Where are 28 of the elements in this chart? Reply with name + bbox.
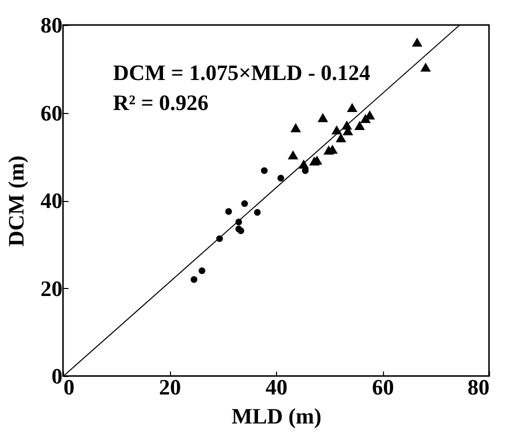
annotation: R² = 0.926 [113,90,209,115]
point [260,167,268,174]
point [412,38,422,47]
point [288,150,298,160]
point [277,174,284,182]
x-tick-label: 40 [266,374,288,400]
point [190,276,198,283]
point [254,209,261,216]
y-tick-label: 80 [40,12,62,38]
point [225,208,232,215]
point [238,227,244,234]
x-tick-label: 20 [159,374,181,400]
y-tick-label: 20 [40,276,62,301]
point [318,113,328,122]
y-tick-label: 60 [40,100,62,126]
point [354,120,365,130]
x-axis-title: MLD (m) [232,404,322,428]
point [420,62,431,72]
y-axis-title: DCM (m) [4,155,28,247]
annotation: DCM = 1.075×MLD - 0.124 [113,60,370,85]
x-tick-label: 60 [372,374,394,400]
point [290,123,301,132]
point [336,133,346,142]
y-tick-label: 40 [40,188,62,213]
point [198,267,206,274]
x-tick-label: 80 [468,374,490,400]
point [241,200,248,207]
point [346,102,358,112]
